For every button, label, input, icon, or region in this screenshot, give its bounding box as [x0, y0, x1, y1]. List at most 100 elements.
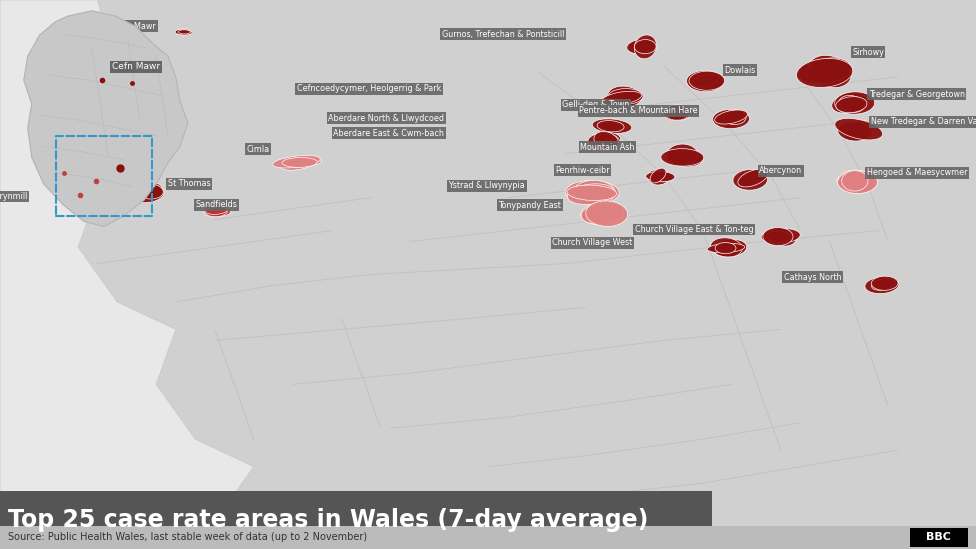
Ellipse shape — [66, 195, 93, 204]
Ellipse shape — [712, 109, 750, 128]
Ellipse shape — [715, 243, 736, 254]
Ellipse shape — [671, 106, 690, 119]
Text: Penrhiw-ceibr: Penrhiw-ceibr — [555, 166, 610, 175]
Ellipse shape — [738, 169, 768, 187]
Ellipse shape — [608, 86, 641, 107]
Ellipse shape — [650, 168, 666, 183]
Ellipse shape — [598, 119, 622, 132]
Ellipse shape — [834, 92, 874, 114]
Ellipse shape — [179, 30, 190, 34]
Ellipse shape — [598, 135, 620, 146]
Ellipse shape — [692, 74, 718, 87]
Ellipse shape — [723, 110, 746, 125]
Ellipse shape — [714, 110, 748, 124]
Ellipse shape — [597, 120, 622, 131]
Text: Gurnos, Trefechan & Pontsticill: Gurnos, Trefechan & Pontsticill — [442, 30, 564, 38]
Ellipse shape — [646, 171, 675, 182]
Text: Cefncoedycymer, Heolgerrig & Park: Cefncoedycymer, Heolgerrig & Park — [297, 85, 441, 93]
Ellipse shape — [841, 171, 868, 191]
Ellipse shape — [573, 181, 615, 205]
Ellipse shape — [634, 35, 657, 59]
Ellipse shape — [608, 88, 643, 104]
Ellipse shape — [663, 105, 692, 121]
Ellipse shape — [733, 170, 767, 190]
Text: Sirhowy: Sirhowy — [852, 48, 884, 57]
Ellipse shape — [763, 227, 793, 245]
Ellipse shape — [567, 184, 615, 205]
Ellipse shape — [132, 182, 163, 200]
Ellipse shape — [834, 119, 882, 140]
Text: New Tredegar & Darren Valley: New Tredegar & Darren Valley — [871, 117, 976, 126]
Ellipse shape — [796, 58, 853, 87]
Ellipse shape — [629, 39, 658, 54]
Ellipse shape — [634, 40, 656, 54]
Ellipse shape — [137, 184, 163, 199]
Ellipse shape — [581, 204, 621, 225]
Ellipse shape — [582, 203, 623, 224]
Ellipse shape — [872, 276, 898, 290]
Text: Hengoed & Maesycwmer: Hengoed & Maesycwmer — [867, 169, 967, 177]
Text: Dowlais: Dowlais — [724, 66, 755, 75]
Ellipse shape — [711, 238, 743, 257]
Text: Church Village West: Church Village West — [552, 238, 632, 247]
Ellipse shape — [667, 144, 698, 165]
Ellipse shape — [586, 201, 628, 226]
Text: Source: Public Health Wales, last stable week of data (up to 2 November): Source: Public Health Wales, last stable… — [8, 533, 367, 542]
Ellipse shape — [206, 207, 230, 216]
Ellipse shape — [205, 206, 227, 215]
Ellipse shape — [175, 29, 189, 35]
Ellipse shape — [179, 29, 191, 34]
Text: Church Village East & Ton-teg: Church Village East & Ton-teg — [634, 225, 753, 234]
Text: Mountain Ash: Mountain Ash — [580, 143, 634, 152]
Ellipse shape — [565, 181, 619, 204]
Ellipse shape — [806, 58, 851, 83]
Ellipse shape — [602, 91, 641, 105]
Text: BBC: BBC — [926, 533, 952, 542]
Ellipse shape — [204, 204, 228, 217]
Ellipse shape — [761, 228, 800, 243]
Polygon shape — [23, 11, 187, 227]
Ellipse shape — [597, 121, 624, 132]
Text: Cimla: Cimla — [246, 145, 269, 154]
Ellipse shape — [743, 170, 766, 186]
Ellipse shape — [832, 93, 866, 113]
Bar — [0, 491, 712, 549]
Text: Cefn Mawr: Cefn Mawr — [113, 22, 156, 31]
Ellipse shape — [134, 185, 162, 200]
Polygon shape — [0, 0, 254, 549]
Text: Aberdare North & Llwydcoed: Aberdare North & Llwydcoed — [328, 114, 444, 122]
Ellipse shape — [668, 149, 696, 164]
Text: Cefn Mawr: Cefn Mawr — [112, 63, 160, 71]
Ellipse shape — [689, 71, 724, 90]
Ellipse shape — [766, 231, 791, 242]
Ellipse shape — [739, 173, 759, 185]
Text: Brynmill: Brynmill — [0, 192, 27, 201]
Text: Gelli-deg & Town: Gelli-deg & Town — [562, 100, 630, 109]
Ellipse shape — [808, 55, 851, 88]
Ellipse shape — [664, 105, 690, 120]
Ellipse shape — [667, 107, 693, 119]
Ellipse shape — [592, 119, 631, 133]
Ellipse shape — [708, 243, 745, 253]
Ellipse shape — [272, 155, 320, 168]
Ellipse shape — [207, 207, 230, 216]
Ellipse shape — [686, 71, 723, 92]
Ellipse shape — [649, 170, 672, 182]
Ellipse shape — [594, 132, 619, 150]
Ellipse shape — [837, 171, 877, 193]
Ellipse shape — [567, 185, 617, 200]
Ellipse shape — [282, 158, 317, 167]
Text: Pentre-bach & Mountain Hare: Pentre-bach & Mountain Hare — [580, 107, 698, 115]
Ellipse shape — [713, 239, 747, 257]
Ellipse shape — [593, 205, 619, 220]
Ellipse shape — [64, 197, 93, 206]
Text: Top 25 case rate areas in Wales (7-day average): Top 25 case rate areas in Wales (7-day a… — [8, 508, 648, 532]
Ellipse shape — [836, 175, 874, 188]
Text: Sandfields: Sandfields — [195, 200, 237, 209]
Ellipse shape — [865, 277, 899, 294]
Ellipse shape — [872, 278, 896, 290]
Ellipse shape — [661, 149, 704, 166]
Bar — [910, 528, 968, 547]
Ellipse shape — [285, 159, 322, 167]
Ellipse shape — [649, 171, 670, 185]
